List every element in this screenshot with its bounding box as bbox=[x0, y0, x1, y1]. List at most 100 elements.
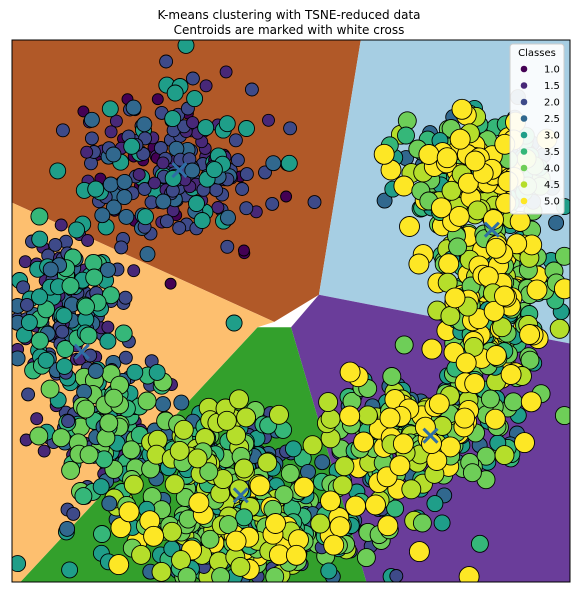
scatter-point bbox=[164, 110, 182, 128]
scatter-point bbox=[125, 99, 142, 116]
scatter-point bbox=[101, 495, 118, 512]
chart-title: K-means clustering with TSNE-reduced dat… bbox=[157, 8, 420, 22]
scatter-point bbox=[455, 352, 477, 374]
scatter-point bbox=[79, 445, 99, 465]
scatter-point bbox=[230, 153, 245, 168]
legend-label: 5.0 bbox=[544, 197, 560, 208]
scatter-point bbox=[408, 541, 430, 563]
scatter-point bbox=[467, 200, 488, 221]
scatter-point bbox=[148, 363, 166, 381]
scatter-point bbox=[127, 264, 141, 278]
legend-marker bbox=[520, 82, 528, 89]
scatter-point bbox=[18, 255, 32, 269]
scatter-point bbox=[345, 495, 367, 517]
scatter-point bbox=[193, 212, 211, 229]
scatter-point bbox=[30, 207, 49, 226]
scatter-point bbox=[114, 324, 133, 343]
scatter-point bbox=[109, 114, 123, 128]
scatter-point bbox=[386, 499, 405, 518]
scatter-point bbox=[462, 463, 482, 483]
scatter-point bbox=[126, 363, 144, 381]
scatter-point bbox=[339, 405, 361, 427]
scatter-point bbox=[55, 324, 70, 339]
scatter-point bbox=[356, 548, 376, 568]
scatter-point bbox=[389, 569, 404, 582]
legend-label: 3.0 bbox=[544, 131, 560, 142]
scatter-point bbox=[238, 120, 255, 137]
scatter-point bbox=[55, 357, 73, 375]
scatter-point bbox=[199, 79, 213, 93]
scatter-point bbox=[131, 544, 152, 565]
scatter-point bbox=[16, 280, 31, 295]
scatter-point bbox=[99, 413, 119, 433]
scatter-point bbox=[40, 379, 60, 399]
scatter-point bbox=[494, 285, 515, 307]
scatter-point bbox=[377, 515, 399, 537]
scatter-point bbox=[225, 530, 247, 552]
scatter-point bbox=[137, 182, 152, 196]
scatter-point bbox=[485, 345, 507, 366]
scatter-point bbox=[393, 175, 415, 197]
scatter-point bbox=[444, 287, 466, 309]
scatter-point bbox=[83, 111, 100, 128]
scatter-point bbox=[428, 393, 450, 415]
scatter-point bbox=[397, 126, 415, 145]
scatter-point bbox=[216, 410, 237, 431]
scatter-point bbox=[48, 237, 63, 252]
scatter-point bbox=[118, 208, 135, 225]
scatter-point bbox=[320, 562, 338, 580]
scatter-point bbox=[42, 261, 59, 278]
scatter-point bbox=[156, 156, 170, 170]
scatter-point bbox=[172, 221, 187, 235]
scatter-point bbox=[332, 475, 353, 496]
scatter-point bbox=[164, 474, 185, 495]
legend-label: 1.0 bbox=[544, 65, 560, 76]
scatter-point bbox=[177, 567, 197, 582]
scatter-point bbox=[187, 448, 208, 469]
scatter-point bbox=[339, 361, 361, 383]
scatter-point bbox=[55, 123, 70, 138]
scatter-point bbox=[101, 100, 119, 118]
scatter-point bbox=[102, 176, 119, 193]
legend-title: Classes bbox=[518, 48, 556, 59]
scatter-point bbox=[151, 561, 172, 582]
scatter-point bbox=[79, 326, 98, 345]
scatter-point bbox=[173, 394, 190, 411]
scatter-point bbox=[392, 433, 414, 455]
scatter-point bbox=[143, 525, 165, 547]
scatter-point bbox=[265, 567, 285, 582]
scatter-point bbox=[59, 520, 76, 537]
scatter-point bbox=[29, 426, 49, 446]
scatter-point bbox=[520, 391, 542, 413]
scatter-point bbox=[249, 475, 271, 497]
legend: Classes 1.0 1.5 2.0 2.5 3.0 3.5 4.0 4.5 5.0 bbox=[509, 43, 565, 215]
scatter-point bbox=[389, 455, 411, 477]
scatter-point bbox=[548, 214, 565, 231]
legend-label: 3.5 bbox=[544, 147, 560, 158]
scatter-point bbox=[77, 105, 90, 118]
scatter-point bbox=[408, 253, 430, 275]
scatter-point bbox=[307, 195, 322, 210]
scatter-point bbox=[274, 485, 294, 505]
scatter-point bbox=[200, 529, 220, 549]
scatter-point bbox=[230, 556, 251, 577]
scatter-point bbox=[118, 290, 133, 305]
scatter-point bbox=[151, 93, 164, 106]
scatter-point bbox=[159, 54, 174, 69]
scatter-point bbox=[105, 146, 122, 163]
scatter-point bbox=[412, 513, 432, 533]
scatter-point bbox=[51, 428, 71, 448]
scatter-point bbox=[20, 314, 38, 331]
scatter-point bbox=[526, 279, 548, 301]
scatter-point bbox=[239, 167, 254, 182]
scatter-point bbox=[433, 514, 451, 532]
scatter-point bbox=[85, 268, 104, 287]
scatter-point bbox=[80, 145, 94, 159]
scatter-point bbox=[225, 314, 243, 332]
scatter-point bbox=[137, 391, 157, 411]
scatter-point bbox=[105, 199, 122, 216]
scatter-point bbox=[159, 214, 174, 229]
scatter-point bbox=[123, 474, 144, 495]
scatter-point bbox=[132, 168, 146, 181]
scatter-point bbox=[438, 253, 460, 275]
